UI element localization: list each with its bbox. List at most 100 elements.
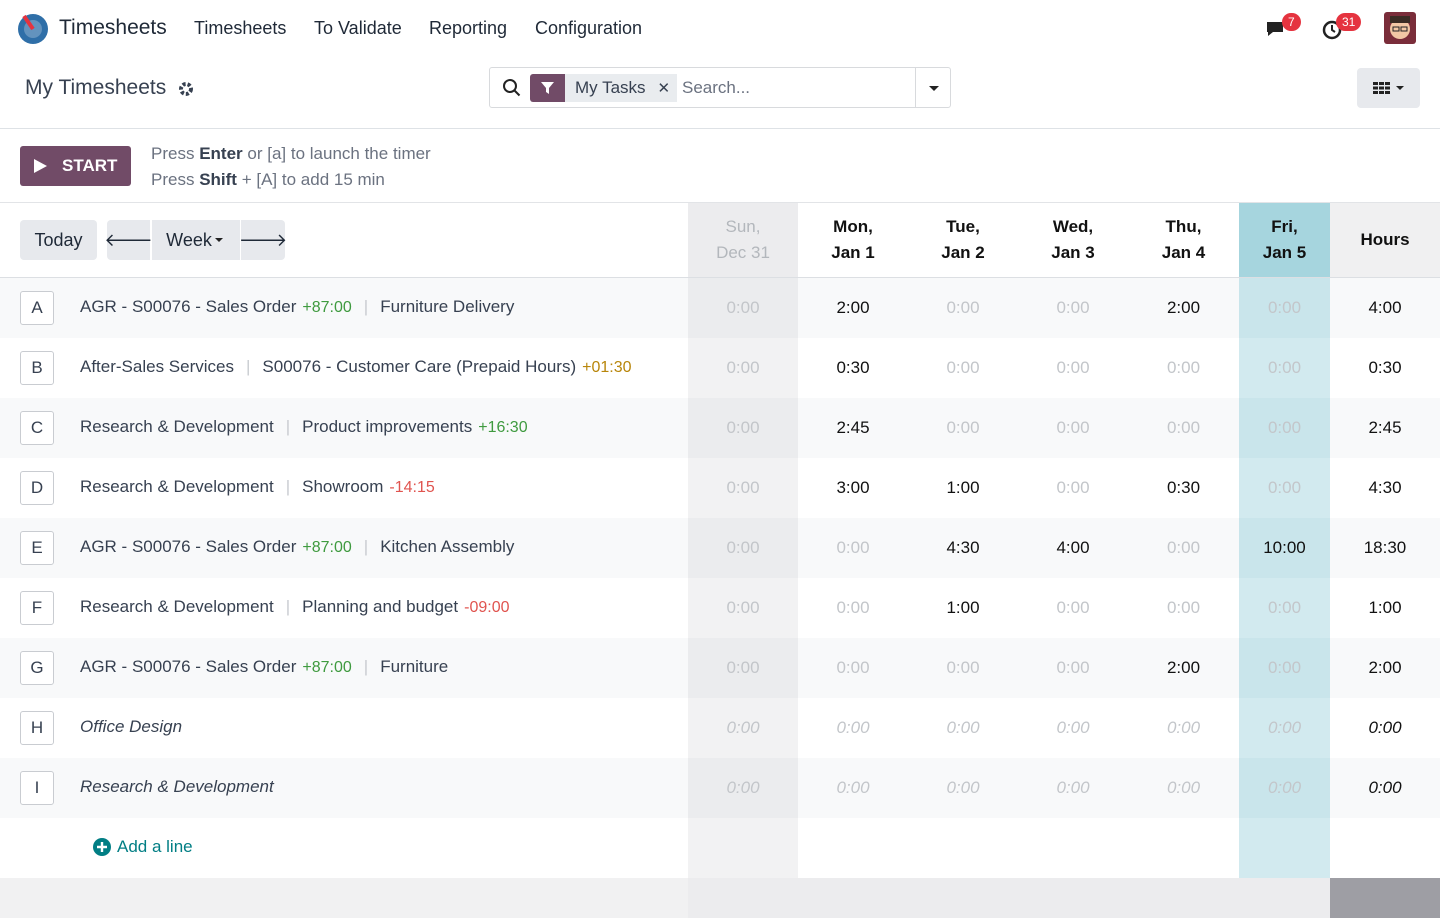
row-key[interactable]: A	[20, 291, 54, 325]
hours-cell[interactable]: 0:00	[688, 578, 798, 638]
hours-cell[interactable]: 0:00	[836, 778, 870, 797]
hours-cell[interactable]: 0:00	[688, 638, 798, 698]
hours-cell[interactable]: 0:00	[688, 458, 798, 518]
hours-cell[interactable]: 4:00	[1056, 538, 1090, 557]
row-label: AGR - S00076 - Sales Order +87:00 | Kitchen…	[80, 537, 514, 557]
avatar[interactable]	[1384, 12, 1416, 44]
row-label: After-Sales Services | S00076 - Customer C…	[80, 357, 632, 377]
hours-cell[interactable]: 2:45	[836, 418, 870, 437]
hours-cell[interactable]: 0:00	[1166, 538, 1201, 557]
hours-cell[interactable]: 1:00	[946, 478, 980, 497]
search-toggle[interactable]	[915, 68, 951, 107]
hours-cell[interactable]: 0:00	[1056, 718, 1090, 737]
app-name[interactable]: Timesheets	[59, 16, 167, 39]
day-name: Sun,	[725, 217, 761, 236]
hours-cell[interactable]: 0:30	[1166, 478, 1201, 497]
hours-cell[interactable]: 0:00	[1239, 458, 1330, 518]
hours-cell[interactable]: 0:00	[946, 658, 980, 677]
facet-remove[interactable]: ✕	[657, 80, 671, 97]
hours-cell[interactable]: 0:00	[836, 598, 870, 617]
hours-cell[interactable]: 0:00	[1239, 338, 1330, 398]
row-total: 0:00	[1368, 778, 1402, 797]
hours-cell[interactable]: 0:00	[688, 338, 798, 398]
row-key[interactable]: H	[20, 711, 54, 745]
row-key[interactable]: C	[20, 411, 54, 445]
hours-cell[interactable]: 0:00	[1239, 758, 1330, 818]
hours-cell[interactable]: 0:00	[1239, 278, 1330, 338]
hours-cell[interactable]: 2:00	[1166, 298, 1201, 317]
app-logo	[18, 14, 48, 44]
hours-cell[interactable]: 0:00	[1239, 698, 1330, 758]
hours-cell[interactable]: 4:30	[946, 538, 980, 557]
row-key[interactable]: B	[20, 351, 54, 385]
hours-cell[interactable]: 2:00	[836, 298, 870, 317]
project-name: AGR - S00076 - Sales Order	[80, 657, 297, 676]
hours-cell[interactable]: 0:00	[1056, 418, 1090, 437]
hours-cell[interactable]: 0:00	[1056, 358, 1090, 377]
hours-cell[interactable]: 0:00	[1239, 398, 1330, 458]
row-total: 0:00	[1368, 718, 1402, 737]
hours-cell[interactable]: 0:00	[1166, 718, 1201, 737]
hours-cell[interactable]: 1:00	[946, 598, 980, 617]
hours-cell[interactable]: 0:00	[688, 758, 798, 818]
menu-item[interactable]: Configuration	[535, 18, 643, 38]
menu-item[interactable]: To Validate	[314, 18, 402, 38]
row-total: 18:30	[1363, 538, 1407, 557]
hint-key: Enter	[199, 144, 243, 163]
hours-cell[interactable]: 0:00	[836, 658, 870, 677]
hours-cell[interactable]: 0:00	[946, 418, 980, 437]
hours-cell[interactable]: 0:00	[1056, 478, 1090, 497]
hours-cell[interactable]: 0:30	[836, 358, 870, 377]
hours-cell[interactable]: 10:00	[1239, 518, 1330, 578]
today-button[interactable]: Today	[20, 220, 97, 260]
hours-cell[interactable]: 0:00	[688, 518, 798, 578]
menu-item[interactable]: Timesheets	[194, 18, 287, 38]
start-button[interactable]: START	[20, 146, 131, 186]
day-date: Jan 5	[1262, 243, 1307, 262]
search-input[interactable]: Search...	[682, 78, 751, 97]
hours-cell[interactable]: 0:00	[836, 718, 870, 737]
hours-cell[interactable]: 2:00	[1166, 658, 1201, 677]
project-name: Research & Development	[80, 597, 274, 616]
hours-cell[interactable]: 0:00	[1056, 298, 1090, 317]
messages-icon[interactable]	[1264, 18, 1290, 40]
hours-cell[interactable]: 0:00	[1166, 598, 1201, 617]
row-key[interactable]: E	[20, 531, 54, 565]
divider	[0, 128, 1440, 129]
menu-item[interactable]: Reporting	[429, 18, 508, 38]
hours-cell[interactable]: 0:00	[946, 778, 980, 797]
total-header: Hours	[1330, 203, 1440, 277]
hours-cell[interactable]: 0:00	[1239, 578, 1330, 638]
hours-cell[interactable]: 0:00	[1056, 598, 1090, 617]
row-key[interactable]: G	[20, 651, 54, 685]
next-button[interactable]: 🡒	[239, 220, 287, 260]
hours-cell[interactable]: 0:00	[946, 358, 980, 377]
hours-cell[interactable]: 0:00	[1166, 418, 1201, 437]
hours-cell[interactable]: 0:00	[1056, 778, 1090, 797]
hours-cell[interactable]: 0:00	[946, 718, 980, 737]
hours-cell[interactable]: 0:00	[688, 278, 798, 338]
view-switcher[interactable]	[1357, 68, 1420, 108]
hours-cell[interactable]: 0:00	[1239, 638, 1330, 698]
row-key[interactable]: F	[20, 591, 54, 625]
search-bar[interactable]: My Tasks ✕ Search...	[489, 67, 951, 108]
hours-cell[interactable]: 0:00	[688, 698, 798, 758]
start-label: START	[62, 156, 118, 175]
hint-text: Press	[151, 144, 195, 163]
hours-cell[interactable]: 3:00	[836, 478, 870, 497]
prev-button[interactable]: 🡐	[104, 220, 153, 260]
hours-cell[interactable]: 0:00	[688, 398, 798, 458]
task-delta: -14:15	[389, 479, 435, 496]
hours-cell[interactable]: 0:00	[1166, 778, 1201, 797]
period-button[interactable]: Week	[152, 220, 240, 260]
hours-cell[interactable]: 0:00	[946, 298, 980, 317]
hours-cell[interactable]: 0:00	[836, 538, 870, 557]
hours-cell[interactable]: 0:00	[1166, 358, 1201, 377]
add-line-link[interactable]: Add a line	[93, 837, 193, 857]
hours-cell[interactable]: 0:00	[1056, 658, 1090, 677]
settings-icon[interactable]	[178, 81, 194, 97]
day-header: Wed, Jan 3	[1018, 203, 1128, 277]
hint-text: + [A] to add 15 min	[241, 170, 385, 189]
row-key[interactable]: I	[20, 771, 54, 805]
row-key[interactable]: D	[20, 471, 54, 505]
